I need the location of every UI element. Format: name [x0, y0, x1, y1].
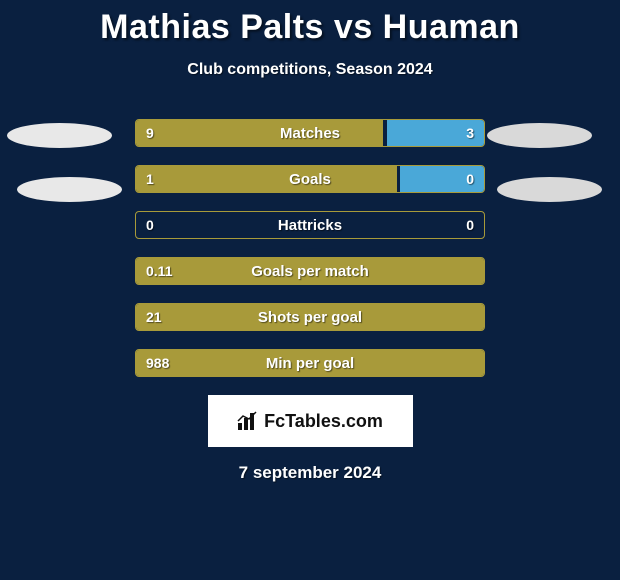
subtitle: Club competitions, Season 2024 [0, 61, 620, 79]
stat-value-right: 0 [466, 166, 474, 192]
chart-icon [237, 411, 259, 431]
bar-left [136, 166, 397, 192]
logo-box: FcTables.com [208, 395, 413, 447]
bar-left [136, 120, 383, 146]
stat-row: 988Min per goal [135, 349, 485, 377]
bar-left [136, 304, 484, 330]
stat-row: 00Hattricks [135, 211, 485, 239]
bar-spacer [136, 212, 484, 238]
stat-value-left: 21 [146, 304, 162, 330]
avatar-right-2 [497, 177, 602, 202]
bar-left [136, 258, 484, 284]
avatar-left-2 [17, 177, 122, 202]
avatar-right-1 [487, 123, 592, 148]
stat-value-left: 9 [146, 120, 154, 146]
stat-value-right: 0 [466, 212, 474, 238]
stat-row: 93Matches [135, 119, 485, 147]
logo-text: FcTables.com [264, 411, 383, 432]
stat-row: 21Shots per goal [135, 303, 485, 331]
page-title: Mathias Palts vs Huaman [0, 0, 620, 47]
stat-value-left: 0 [146, 212, 154, 238]
stats-container: 93Matches10Goals00Hattricks0.11Goals per… [135, 119, 485, 377]
stat-value-left: 1 [146, 166, 154, 192]
bar-left [136, 350, 484, 376]
stat-value-right: 3 [466, 120, 474, 146]
stat-value-left: 0.11 [146, 258, 172, 284]
avatar-left-1 [7, 123, 112, 148]
date-text: 7 september 2024 [0, 463, 620, 483]
stat-value-left: 988 [146, 350, 169, 376]
stat-row: 0.11Goals per match [135, 257, 485, 285]
stat-row: 10Goals [135, 165, 485, 193]
